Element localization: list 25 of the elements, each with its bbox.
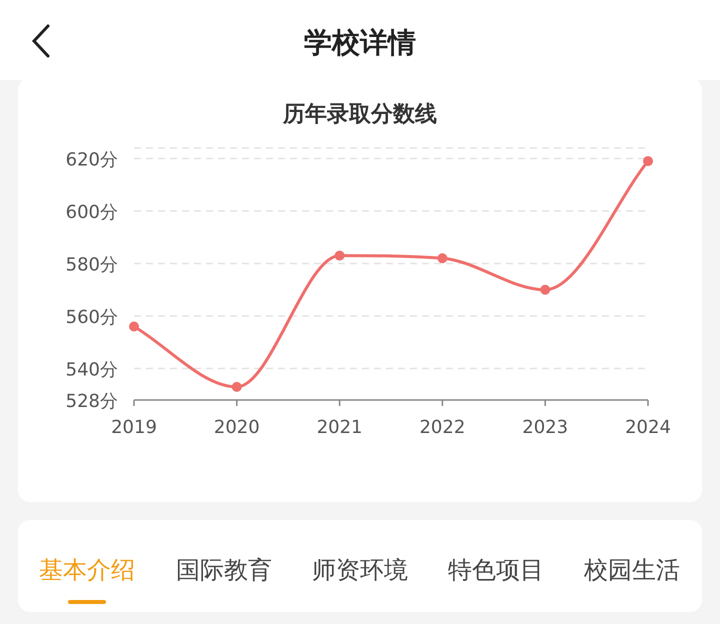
point	[129, 322, 139, 332]
x-tick-label: 2023	[522, 417, 568, 438]
x-tick-label: 2019	[111, 417, 157, 438]
point	[232, 382, 242, 392]
text: 国际教育	[176, 556, 272, 584]
y-tick-label: 540分	[66, 360, 118, 380]
x-tick-label: 2020	[214, 417, 260, 438]
chart-title: 历年录取分数线	[282, 102, 437, 127]
text: 师资环境	[312, 556, 408, 584]
text: 特色项目	[448, 556, 544, 584]
y-tick-label: 560分	[66, 307, 118, 328]
text: 基本介绍	[39, 556, 135, 584]
x-tick-label: 2022	[419, 417, 466, 438]
point	[643, 156, 653, 166]
y-tick-label: 528分	[66, 391, 118, 412]
y-tick-label: 580分	[66, 254, 118, 276]
text: 学校详情	[304, 26, 416, 59]
x-tick-label: 2024	[625, 417, 671, 438]
point	[540, 284, 550, 295]
text: 校园生活	[583, 556, 680, 584]
y-tick-label: 600分	[66, 202, 118, 223]
x-tick-label: 2021	[316, 417, 363, 438]
point	[437, 253, 448, 264]
point	[334, 250, 345, 261]
y-tick-label: 620分	[66, 150, 118, 170]
